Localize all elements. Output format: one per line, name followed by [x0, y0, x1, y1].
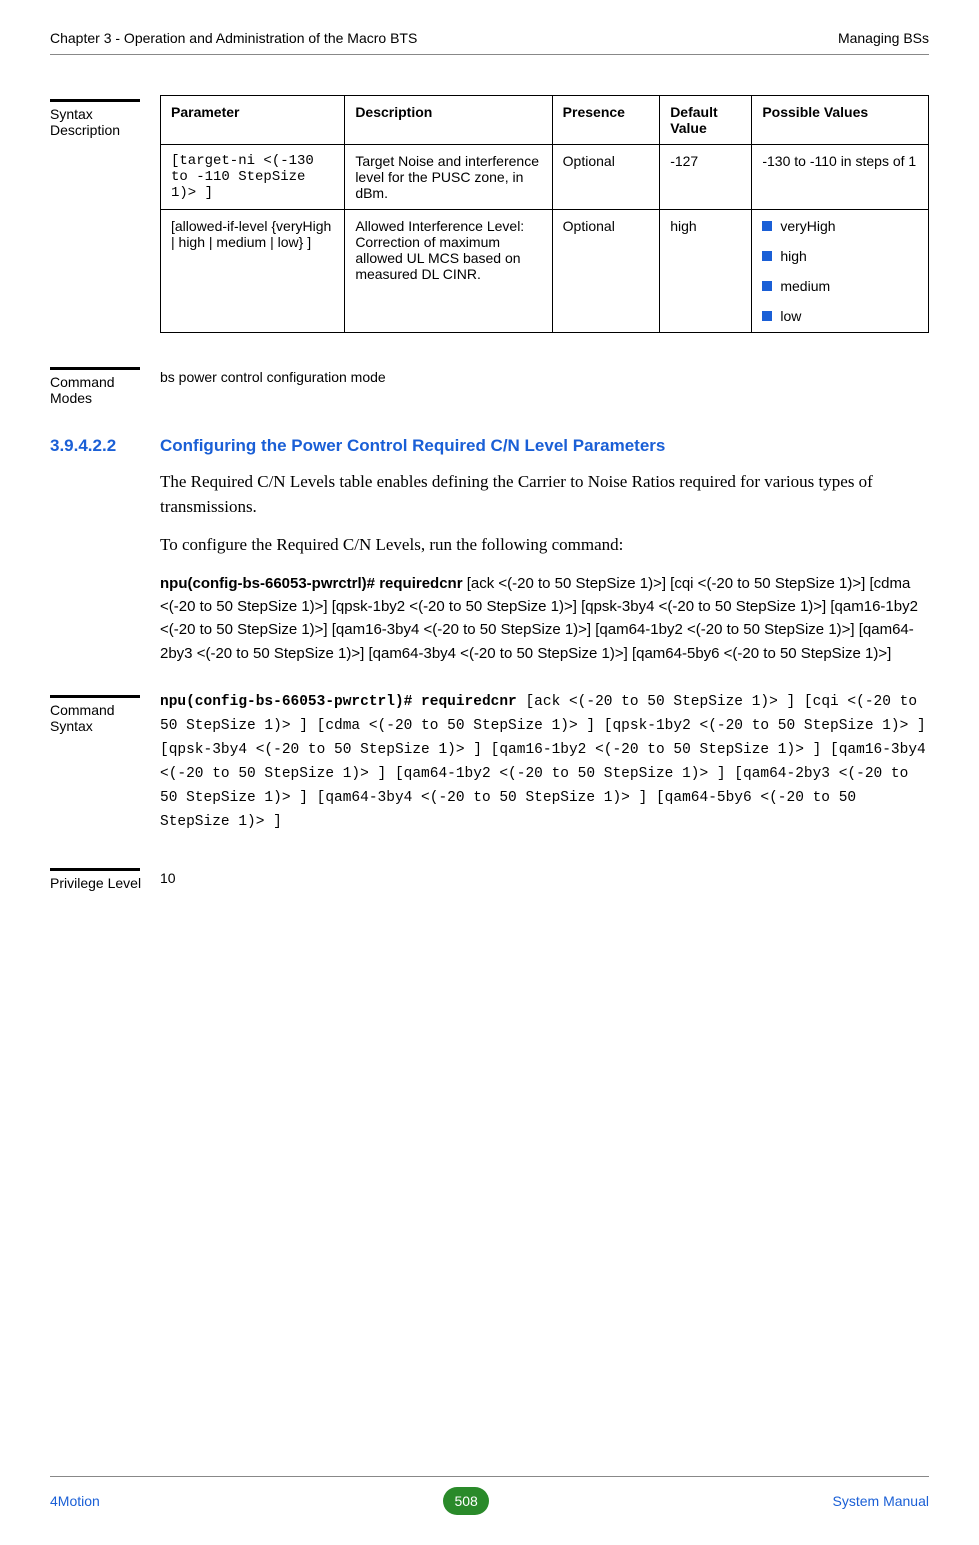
body-paragraph-1: The Required C/N Levels table enables de… [160, 470, 929, 519]
syntax-description-label-col: Syntax Description [50, 95, 160, 333]
table-row: [allowed-if-level {veryHigh | high | med… [161, 210, 929, 333]
label-divider [50, 99, 140, 102]
body-paragraph-2: To configure the Required C/N Levels, ru… [160, 533, 929, 558]
cell-description: Allowed Interference Level: Correction o… [345, 210, 552, 333]
header-divider [50, 54, 929, 55]
square-bullet-icon [762, 281, 772, 291]
list-item-label: low [780, 308, 801, 324]
table-header-row: Parameter Description Presence Default V… [161, 96, 929, 145]
col-presence: Presence [552, 96, 660, 145]
command-modes-text: bs power control configuration mode [160, 363, 929, 406]
cell-presence: Optional [552, 210, 660, 333]
cell-possible: veryHigh high medium low [752, 210, 929, 333]
label-divider [50, 367, 140, 370]
command-modes-label-col: Command Modes [50, 363, 160, 406]
label-divider [50, 868, 140, 871]
parameter-table: Parameter Description Presence Default V… [160, 95, 929, 333]
privilege-level-label: Privilege Level [50, 875, 160, 891]
syntax-description-block: Syntax Description Parameter Description… [50, 95, 929, 333]
cell-possible: -130 to -110 in steps of 1 [752, 145, 929, 210]
footer-right: System Manual [833, 1493, 929, 1509]
syntax-rest: [ack <(-20 to 50 StepSize 1)> ] [cqi <(-… [160, 694, 926, 830]
header-left: Chapter 3 - Operation and Administration… [50, 30, 417, 46]
square-bullet-icon [762, 221, 772, 231]
cell-parameter: [target-ni <(-130 to -110 StepSize 1)> ] [161, 145, 345, 210]
section-title: Configuring the Power Control Required C… [160, 436, 665, 456]
label-divider [50, 695, 140, 698]
page-number-badge: 508 [443, 1487, 489, 1515]
col-possible: Possible Values [752, 96, 929, 145]
syntax-description-label: Syntax Description [50, 106, 160, 138]
section-heading: 3.9.4.2.2 Configuring the Power Control … [50, 436, 929, 456]
cell-parameter: [allowed-if-level {veryHigh | high | med… [161, 210, 345, 333]
section-number: 3.9.4.2.2 [50, 436, 160, 456]
cell-presence: Optional [552, 145, 660, 210]
cell-description: Target Noise and interference level for … [345, 145, 552, 210]
command-modes-label: Command Modes [50, 374, 160, 406]
syntax-description-content: Parameter Description Presence Default V… [160, 95, 929, 333]
footer-divider [50, 1476, 929, 1477]
table-row: [target-ni <(-130 to -110 StepSize 1)> ]… [161, 145, 929, 210]
header-right: Managing BSs [838, 30, 929, 46]
list-item: medium [762, 278, 918, 294]
col-parameter: Parameter [161, 96, 345, 145]
page-header: Chapter 3 - Operation and Administration… [50, 0, 929, 54]
list-item: high [762, 248, 918, 264]
privilege-level-label-col: Privilege Level [50, 864, 160, 891]
possible-values-list: veryHigh high medium low [762, 218, 918, 324]
privilege-level-block: Privilege Level 10 [50, 864, 929, 891]
footer-left: 4Motion [50, 1493, 100, 1509]
command-example: npu(config-bs-66053-pwrctrl)# requiredcn… [160, 572, 929, 665]
list-item-label: medium [780, 278, 830, 294]
cell-default: high [660, 210, 752, 333]
list-item-label: high [780, 248, 806, 264]
square-bullet-icon [762, 311, 772, 321]
list-item: low [762, 308, 918, 324]
command-bold: npu(config-bs-66053-pwrctrl)# requiredcn… [160, 575, 463, 592]
command-modes-block: Command Modes bs power control configura… [50, 363, 929, 406]
command-syntax-block: Command Syntax npu(config-bs-66053-pwrct… [50, 691, 929, 835]
page-footer: 4Motion 508 System Manual [50, 1476, 929, 1515]
footer-content: 4Motion 508 System Manual [50, 1487, 929, 1515]
col-description: Description [345, 96, 552, 145]
syntax-bold: npu(config-bs-66053-pwrctrl)# requiredcn… [160, 694, 517, 710]
command-syntax-label: Command Syntax [50, 702, 160, 734]
col-default: Default Value [660, 96, 752, 145]
list-item: veryHigh [762, 218, 918, 234]
command-syntax-content: npu(config-bs-66053-pwrctrl)# requiredcn… [160, 691, 929, 835]
command-syntax-label-col: Command Syntax [50, 691, 160, 835]
list-item-label: veryHigh [780, 218, 835, 234]
cell-default: -127 [660, 145, 752, 210]
privilege-level-value: 10 [160, 864, 929, 891]
square-bullet-icon [762, 251, 772, 261]
